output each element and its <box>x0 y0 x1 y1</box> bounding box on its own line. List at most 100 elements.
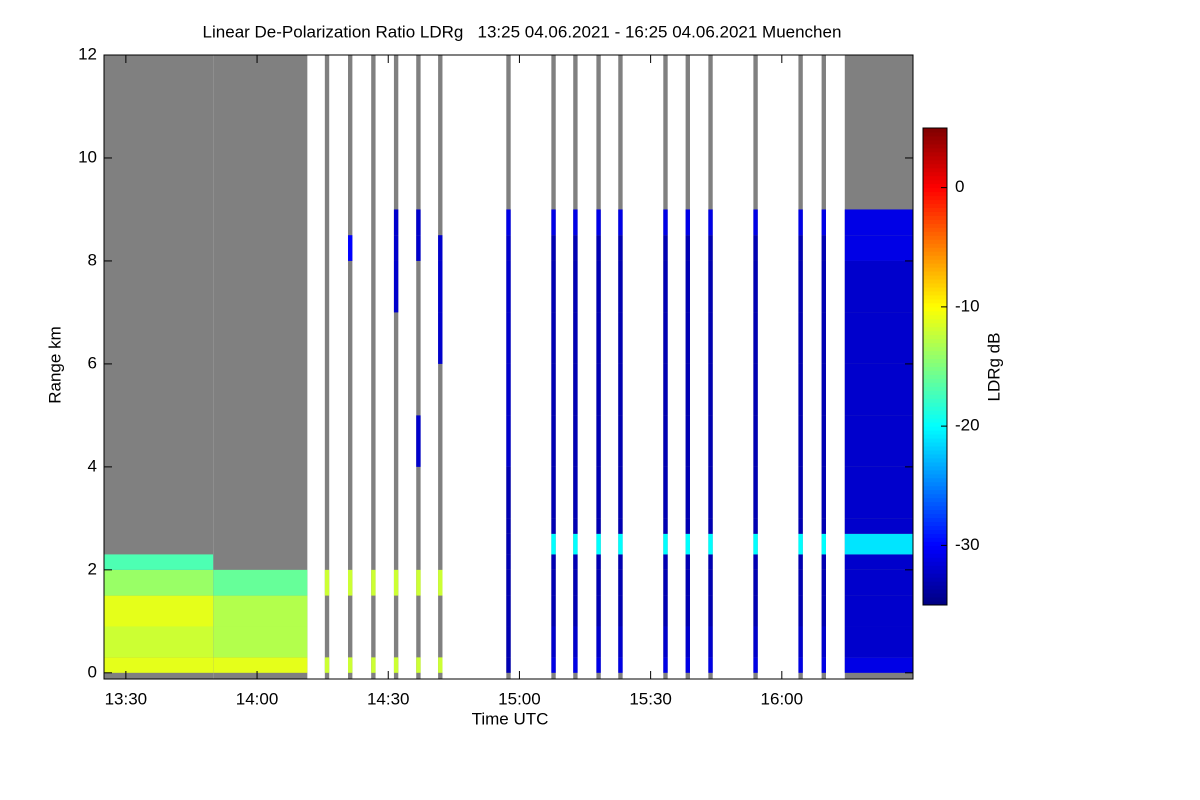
colorbar-swatch <box>923 326 947 332</box>
cell <box>844 657 913 673</box>
cell <box>708 209 713 236</box>
y-tick-label: 0 <box>88 662 97 681</box>
x-tick-label: 13:30 <box>105 689 148 708</box>
colorbar-swatch <box>923 410 947 415</box>
cell <box>618 209 623 236</box>
cell <box>393 260 399 313</box>
colorbar-swatch <box>923 481 947 487</box>
cell <box>573 626 578 658</box>
colorbar-swatch <box>923 418 947 423</box>
colorbar-swatch <box>923 593 947 598</box>
y-tick-label: 8 <box>88 250 97 269</box>
cell <box>618 235 623 261</box>
cell <box>416 415 421 467</box>
cell <box>663 235 668 261</box>
colorbar-swatch <box>923 279 947 284</box>
cell <box>506 626 511 658</box>
colorbar-swatch <box>923 298 947 304</box>
cell <box>551 518 556 534</box>
cell <box>371 657 376 673</box>
cell <box>596 626 601 658</box>
cell <box>663 415 668 467</box>
cell <box>685 235 690 261</box>
cell <box>798 626 803 658</box>
cell <box>685 415 690 467</box>
colorbar-swatch <box>923 255 947 260</box>
x-tick-label: 15:00 <box>498 689 541 708</box>
cell <box>618 569 623 596</box>
cell <box>821 235 826 261</box>
colorbar-swatch <box>923 322 947 328</box>
cell <box>821 533 826 555</box>
cell <box>506 657 511 673</box>
cell <box>844 595 913 627</box>
colorbar-swatch <box>923 267 947 272</box>
colorbar-swatch <box>923 338 947 344</box>
cell <box>708 657 713 673</box>
cell <box>753 554 758 570</box>
cell <box>798 466 803 519</box>
cell <box>596 415 601 467</box>
cell <box>798 533 803 555</box>
colorbar-tick-label: -20 <box>955 416 980 435</box>
cell <box>506 312 511 364</box>
colorbar-swatch <box>923 128 947 133</box>
cell <box>685 518 690 534</box>
colorbar-swatch <box>923 438 947 443</box>
cell <box>663 569 668 596</box>
cell <box>506 518 511 534</box>
colorbar-swatch <box>923 589 947 594</box>
cell <box>663 518 668 534</box>
cell <box>551 466 556 519</box>
cell <box>393 657 399 673</box>
colorbar-swatch <box>923 537 947 542</box>
cell <box>798 595 803 627</box>
cell <box>551 569 556 596</box>
cell <box>798 312 803 364</box>
cell <box>551 626 556 658</box>
colorbar-swatch <box>923 461 947 467</box>
cell <box>596 569 601 596</box>
colorbar-swatch <box>923 533 947 538</box>
cell <box>596 235 601 261</box>
colorbar-swatch <box>923 585 947 590</box>
colorbar-swatch <box>923 449 947 455</box>
colorbar-swatch <box>923 259 947 264</box>
colorbar-swatch <box>923 159 947 165</box>
colorbar-swatch <box>923 521 947 526</box>
cell <box>596 595 601 627</box>
cell <box>753 626 758 658</box>
colorbar-swatch <box>923 497 947 503</box>
x-tick-label: 15:30 <box>629 689 672 708</box>
no-signal-column <box>348 55 353 679</box>
colorbar-swatch <box>923 553 947 558</box>
colorbar-swatch <box>923 235 947 240</box>
cell <box>753 312 758 364</box>
cell <box>506 415 511 467</box>
cell <box>573 657 578 673</box>
colorbar-swatch <box>923 247 947 252</box>
colorbar-swatch <box>923 597 947 602</box>
cell <box>596 554 601 570</box>
colorbar-swatch <box>923 342 947 348</box>
cell <box>798 569 803 596</box>
cell <box>844 554 913 570</box>
cell <box>685 554 690 570</box>
cell <box>348 657 353 673</box>
cell <box>506 363 511 416</box>
colorbar-tick-label: -10 <box>955 296 980 315</box>
cell <box>844 626 913 658</box>
colorbar-swatch <box>923 390 947 395</box>
cell <box>573 260 578 313</box>
cell <box>821 626 826 658</box>
cell <box>213 657 308 673</box>
cell <box>618 466 623 519</box>
cell <box>618 415 623 467</box>
cell <box>708 312 713 364</box>
colorbar-swatch <box>923 314 947 320</box>
cell <box>708 554 713 570</box>
cell <box>685 363 690 416</box>
cell <box>104 626 214 658</box>
cell <box>821 569 826 596</box>
cell <box>798 518 803 534</box>
